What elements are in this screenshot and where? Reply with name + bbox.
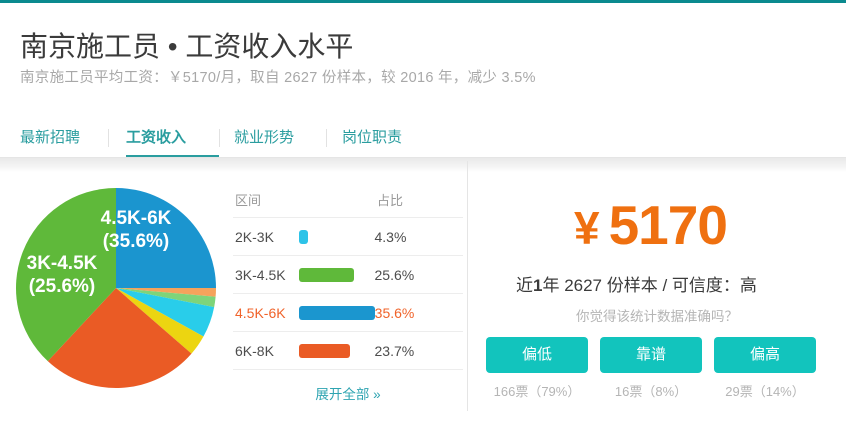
svg-text:4.5K-6K: 4.5K-6K [101, 208, 172, 229]
svg-text:(35.6%): (35.6%) [103, 231, 170, 252]
svg-text:3K-4.5K: 3K-4.5K [27, 253, 98, 274]
svg-text:(25.6%): (25.6%) [29, 276, 96, 297]
